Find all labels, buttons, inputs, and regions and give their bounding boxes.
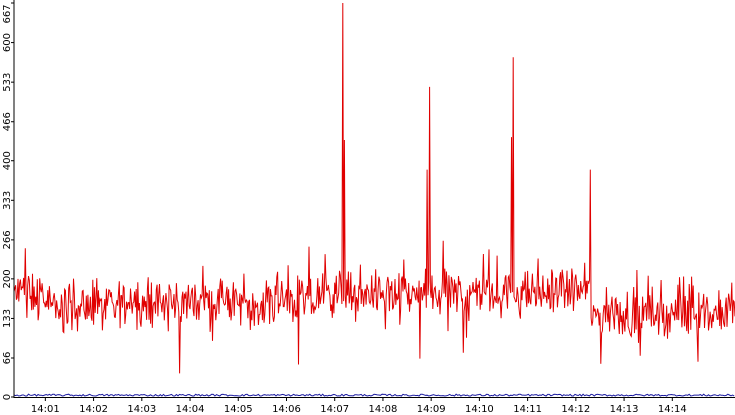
x-tick-label: 14:14 xyxy=(658,404,687,415)
x-tick-label: 14:06 xyxy=(272,404,301,415)
y-tick-label: 600 xyxy=(2,33,13,52)
x-tick-label: 14:08 xyxy=(369,404,398,415)
y-tick-label: 0 xyxy=(2,394,13,400)
x-tick-label: 14:12 xyxy=(561,404,590,415)
x-axis: 14:01 14:02 14:03 14:04 14:05 14:06 14:07 14:08… xyxy=(14,397,735,415)
x-tick-label: 14:10 xyxy=(465,404,494,415)
y-tick-label: 533 xyxy=(2,73,13,92)
y-tick-label: 400 xyxy=(2,151,13,170)
x-tick-label: 14:11 xyxy=(513,404,542,415)
y-tick-label: 333 xyxy=(2,191,13,210)
y-tick-label: 200 xyxy=(2,269,13,288)
x-tick-label: 14:04 xyxy=(176,404,205,415)
x-tick-label: 14:01 xyxy=(31,404,60,415)
y-axis: 0 66 133 200 266 333 400 466 533 600 667 xyxy=(2,0,15,400)
x-tick-label: 14:07 xyxy=(320,404,349,415)
x-tick-label: 14:09 xyxy=(417,404,446,415)
y-tick-label: 667 xyxy=(2,4,13,23)
x-tick-label: 14:13 xyxy=(610,404,639,415)
plot-area xyxy=(13,2,735,397)
y-tick-label: 266 xyxy=(2,230,13,249)
x-tick-label: 14:03 xyxy=(127,404,156,415)
baseline-series-line xyxy=(13,393,735,397)
x-tick-label: 14:05 xyxy=(224,404,253,415)
y-tick-label: 66 xyxy=(2,352,13,365)
series-line xyxy=(13,2,735,374)
x-tick-label: 14:02 xyxy=(79,404,108,415)
y-tick-label: 466 xyxy=(2,112,13,131)
y-tick-label: 133 xyxy=(2,309,13,328)
